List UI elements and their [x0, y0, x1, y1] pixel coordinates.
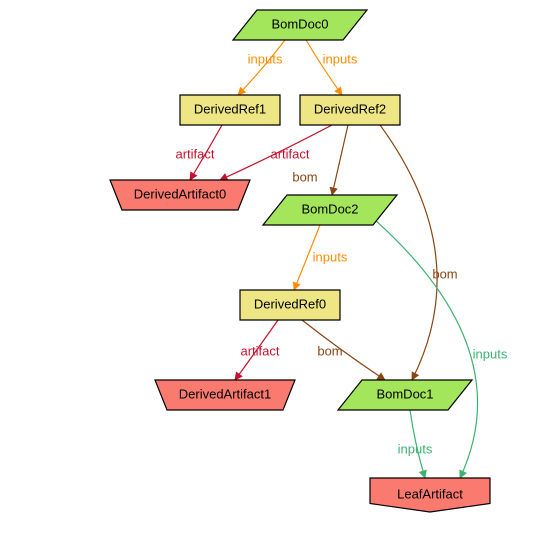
- edge-label: bom: [317, 343, 342, 358]
- edge-derivedref1-derivedartifact0: artifact: [175, 125, 222, 180]
- node-label: BomDoc2: [301, 201, 358, 216]
- nodes: BomDoc0 DerivedRef1 DerivedRef2 DerivedArti…: [110, 10, 490, 512]
- edge-label: artifact: [270, 146, 309, 161]
- node-label: DerivedArtifact1: [179, 386, 271, 401]
- edge-bomdoc2-derivedref0: inputs: [294, 225, 348, 290]
- edge-derivedref0-derivedartifact1: artifact: [235, 320, 280, 380]
- dependency-graph: inputs inputs artifact artifact bom inputs art…: [0, 0, 542, 540]
- edge-label: bom: [432, 266, 457, 281]
- edge-label: artifact: [240, 343, 279, 358]
- node-label: LeafArtifact: [397, 486, 463, 501]
- node-derivedartifact1: DerivedArtifact1: [155, 380, 295, 410]
- node-label: DerivedArtifact0: [134, 186, 226, 201]
- edge-label: bom: [292, 169, 317, 184]
- node-bomdoc1: BomDoc1: [338, 380, 472, 410]
- node-derivedref2: DerivedRef2: [300, 95, 400, 125]
- edge-bomdoc0-derivedref2: inputs: [306, 40, 358, 95]
- node-bomdoc2: BomDoc2: [263, 195, 397, 225]
- edge-bomdoc1-leafartifact: inputs: [398, 410, 433, 478]
- node-label: DerivedRef2: [314, 101, 386, 116]
- node-derivedref1: DerivedRef1: [180, 95, 280, 125]
- edge-bomdoc2-leafartifact: inputs: [375, 220, 508, 478]
- node-label: DerivedRef1: [194, 101, 266, 116]
- node-bomdoc0: BomDoc0: [233, 10, 367, 40]
- edge-label: inputs: [473, 346, 508, 361]
- edge-derivedref2-bomdoc1: bom: [380, 125, 458, 380]
- edge-bomdoc0-derivedref1: inputs: [238, 40, 285, 95]
- node-derivedref0: DerivedRef0: [240, 290, 340, 320]
- node-label: BomDoc0: [271, 16, 328, 31]
- edge-label: artifact: [175, 146, 214, 161]
- edge-label: inputs: [248, 51, 283, 66]
- edge-derivedref0-bomdoc1: bom: [302, 320, 385, 380]
- edge-label: inputs: [323, 51, 358, 66]
- node-derivedartifact0: DerivedArtifact0: [110, 180, 250, 210]
- node-label: BomDoc1: [376, 386, 433, 401]
- node-leafartifact: LeafArtifact: [370, 478, 490, 512]
- node-label: DerivedRef0: [254, 296, 326, 311]
- edge-label: inputs: [398, 441, 433, 456]
- edge-label: inputs: [313, 249, 348, 264]
